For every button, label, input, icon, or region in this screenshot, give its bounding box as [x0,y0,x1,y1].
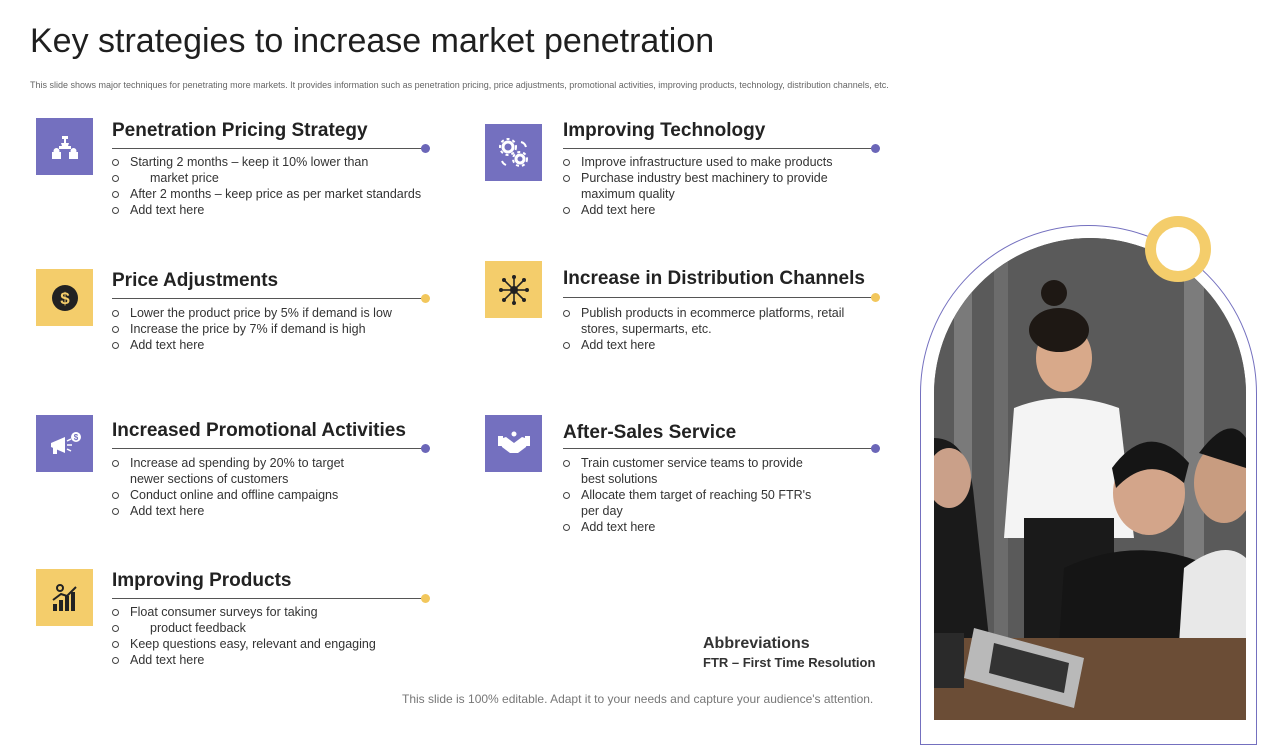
list-item: Add text here [112,202,421,218]
list-item: Add text here [112,503,344,519]
list-item: Starting 2 months – keep it 10% lower th… [112,154,421,170]
section-title: Increased Promotional Activities [112,420,406,441]
list-item: maximum quality [581,187,675,201]
divider [563,448,875,449]
abbreviations-heading: Abbreviations [703,635,810,652]
bullet-list: Train customer service teams to provide … [563,455,811,535]
bullet-list: Improve infrastructure used to make prod… [563,154,833,218]
page-subtitle: This slide shows major techniques for pe… [30,80,889,90]
list-item: market price [112,170,421,186]
divider-dot [871,293,880,302]
svg-text:$: $ [73,433,78,442]
handshake-icon [485,415,542,472]
network-hub-icon [485,261,542,318]
list-item: Publish products in ecommerce platforms,… [563,305,844,321]
bullet-list: Float consumer surveys for taking produc… [112,604,376,668]
bullet-list: Lower the product price by 5% if demand … [112,305,392,353]
abbreviations-text: FTR – First Time Resolution [703,655,876,670]
divider [112,298,424,299]
megaphone-icon: $ [36,415,93,472]
list-item: Increase the price by 7% if demand is hi… [112,321,392,337]
list-item: Improve infrastructure used to make prod… [563,154,833,170]
divider-dot [871,444,880,453]
section-title: Improving Products [112,570,292,591]
list-item: Add text here [112,652,376,668]
team-meeting-photo [934,238,1246,720]
list-item: Train customer service teams to provide [563,455,811,471]
list-item: best solutions [581,472,658,486]
divider-dot [421,594,430,603]
footer-note: This slide is 100% editable. Adapt it to… [402,692,874,706]
section-title: Increase in Distribution Channels [563,268,865,289]
bullet-list: Increase ad spending by 20% to target ne… [112,455,344,519]
list-item: product feedback [112,620,376,636]
svg-text:$: $ [60,289,70,308]
list-item: Conduct online and offline campaigns [112,487,344,503]
chess-pieces-icon [36,118,93,175]
list-item: Increase ad spending by 20% to target [112,455,344,471]
divider [112,448,424,449]
section-title: After-Sales Service [563,422,737,443]
divider [563,297,875,298]
list-item: Float consumer surveys for taking [112,604,376,620]
list-item: After 2 months – keep price as per marke… [112,186,421,202]
list-item: Purchase industry best machinery to prov… [563,170,833,186]
growth-chart-icon [36,569,93,626]
list-item: Lower the product price by 5% if demand … [112,305,392,321]
page-title: Key strategies to increase market penetr… [30,22,715,60]
list-item: Add text here [112,337,392,353]
divider [112,598,424,599]
section-title: Penetration Pricing Strategy [112,120,368,141]
divider [112,148,424,149]
bullet-list: Publish products in ecommerce platforms,… [563,305,844,353]
gears-icon [485,124,542,181]
list-item: newer sections of customers [130,472,289,486]
divider [563,148,875,149]
list-item: Add text here [563,519,811,535]
section-title: Price Adjustments [112,270,279,291]
list-item: per day [581,504,623,518]
section-title: Improving Technology [563,120,766,141]
list-item: stores, supermarts, etc. [581,322,712,336]
divider-dot [421,144,430,153]
decorative-ring [1145,216,1211,282]
divider-dot [421,444,430,453]
dollar-coin-icon: $ [36,269,93,326]
list-item: Allocate them target of reaching 50 FTR'… [563,487,811,503]
divider-dot [421,294,430,303]
list-item: Keep questions easy, relevant and engagi… [112,636,376,652]
list-item: Add text here [563,202,833,218]
bullet-list: Starting 2 months – keep it 10% lower th… [112,154,421,218]
divider-dot [871,144,880,153]
list-item: Add text here [563,337,844,353]
